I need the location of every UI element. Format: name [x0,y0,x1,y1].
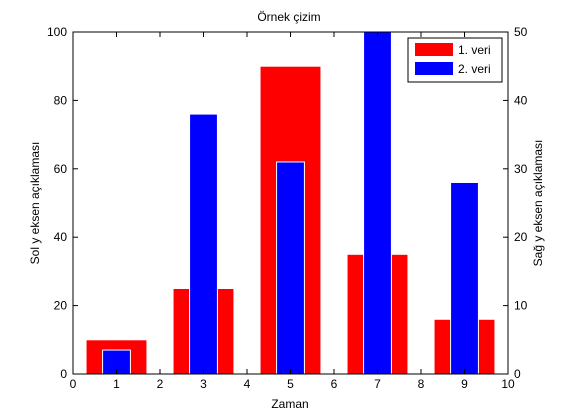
x-tick-label: 3 [200,377,207,391]
right-y-tick-label: 50 [514,25,528,39]
x-tick-label: 5 [287,377,294,391]
left-y-tick-label: 80 [54,93,68,107]
right-y-tick-label: 20 [514,230,528,244]
x-tick-label: 9 [461,377,468,391]
x-tick-label: 7 [374,377,381,391]
left-y-axis-label: Sol y eksen açıklaması [28,142,42,265]
bars [85,32,496,374]
legend-swatch-2 [415,62,453,75]
x-tick-label: 2 [157,377,164,391]
bar-2-5 [276,161,305,374]
left-y-tick-label: 20 [54,299,68,313]
right-y-axis-label: Sağ y eksen açıklaması [531,140,545,267]
right-y-tick-label: 40 [514,93,528,107]
left-y-tick-label: 60 [54,162,68,176]
bar-2-3 [189,113,218,374]
bar-2-7 [363,32,392,374]
right-y-tick-label: 10 [514,299,528,313]
x-tick-label: 8 [418,377,425,391]
x-tick-label: 10 [501,377,515,391]
x-tick-label: 1 [113,377,120,391]
left-y-tick-label: 0 [60,367,67,381]
x-tick-label: 4 [244,377,251,391]
right-y-tick-label: 0 [514,367,521,381]
legend-swatch-1 [415,43,453,56]
x-tick-label: 0 [70,377,77,391]
bar-2-9 [450,181,479,374]
legend-label-1: 1. veri [458,43,491,57]
legend-label-2: 2. veri [458,62,491,76]
x-tick-label: 6 [331,377,338,391]
chart-title: Örnek çizim [257,10,320,24]
left-y-tick-label: 40 [54,230,68,244]
right-y-tick-label: 30 [514,162,528,176]
x-axis-label: Zaman [271,397,308,411]
legend: 1. veri 2. veri [407,37,503,83]
left-y-tick-label: 100 [47,25,67,39]
